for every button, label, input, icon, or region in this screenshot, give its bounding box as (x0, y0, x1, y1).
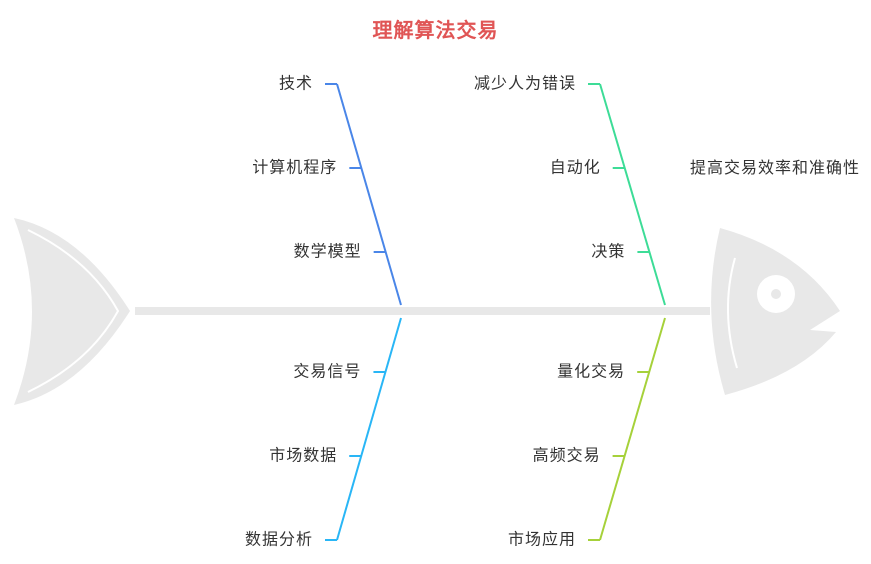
branch-line (336, 317, 402, 541)
cause-label: 技术 (279, 74, 313, 93)
branch-line (599, 317, 666, 541)
cause-label: 计算机程序 (252, 158, 337, 177)
branch-line (599, 83, 666, 306)
cause-label: 自动化 (550, 158, 601, 177)
cause-label: 决策 (591, 242, 625, 261)
cause-label: 高频交易 (533, 446, 601, 465)
branch-line (336, 83, 402, 306)
cause-label: 减少人为错误 (474, 74, 576, 93)
fish-pupil (771, 289, 781, 299)
cause-label: 市场应用 (508, 530, 576, 549)
title: 理解算法交易 (372, 18, 499, 42)
cause-label: 数学模型 (294, 242, 362, 261)
fish-tail (14, 218, 130, 405)
cause-label: 交易信号 (293, 362, 361, 381)
fish-tail-stripe (27, 229, 120, 393)
cause-label: 数据分析 (245, 530, 313, 549)
cause-label: 量化交易 (557, 362, 625, 381)
head-label: 提高交易效率和准确性 (690, 158, 861, 177)
fish-spine (135, 307, 710, 315)
fish-gill (726, 257, 738, 369)
cause-label: 市场数据 (269, 446, 337, 465)
